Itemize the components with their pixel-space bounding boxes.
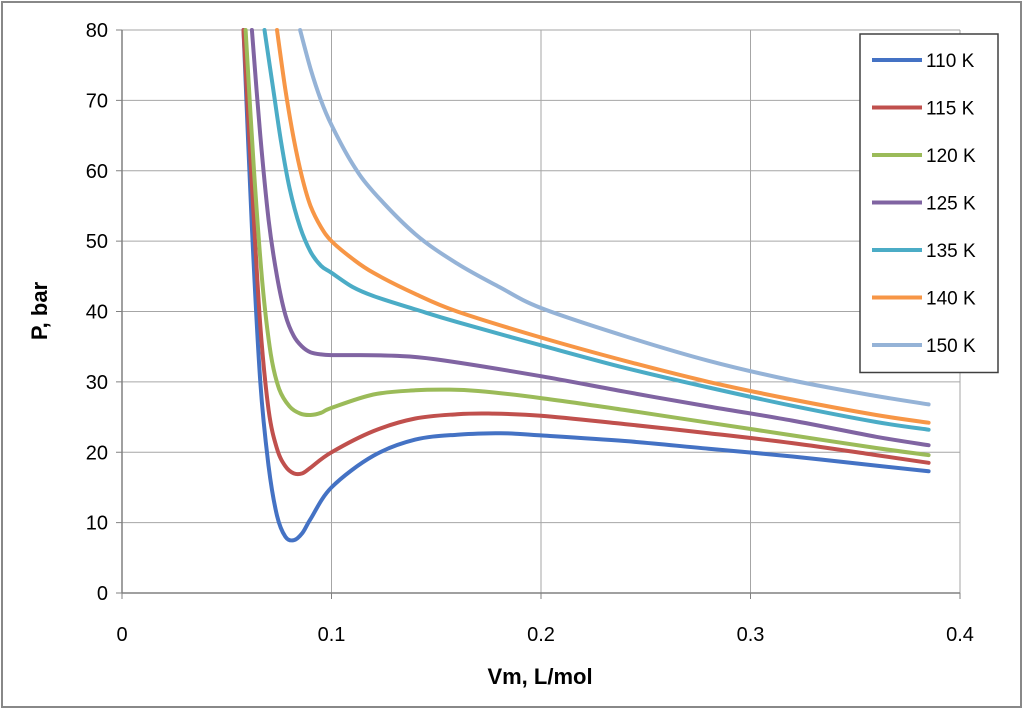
legend-label: 115 K (926, 99, 975, 120)
legend-label: 140 K (926, 289, 976, 310)
y-tick-label: 20 (86, 442, 108, 464)
series-line-4 (262, 28, 931, 432)
series-line-3 (249, 28, 931, 448)
legend-label: 135 K (926, 241, 976, 262)
y-tick-label: 50 (86, 231, 108, 253)
series-line-2 (243, 28, 931, 458)
series-line-5 (275, 28, 931, 425)
legend: 110 K 115 K 120 K 125 K 135 K 140 K 150 K (859, 33, 999, 374)
series-line-6 (298, 28, 931, 407)
x-tick-label: 0.3 (737, 624, 765, 646)
legend-label: 150 K (926, 336, 976, 357)
y-tick-label: 0 (97, 583, 108, 605)
series-line-1 (241, 28, 931, 477)
x-tick-label: 0.4 (946, 624, 974, 646)
series-group (241, 28, 931, 543)
x-tick-label: 0 (116, 624, 127, 646)
x-axis-title: Vm, L/mol (487, 664, 592, 689)
legend-label: 110 K (926, 51, 975, 72)
y-tick-label: 80 (86, 20, 108, 42)
x-tick-label: 0.2 (527, 624, 555, 646)
y-tick-label: 40 (86, 302, 108, 324)
y-tick-label: 30 (86, 372, 108, 394)
axes: 0 10 20 30 40 50 60 70 80 0 0.1 0.2 0.3 0.4 (86, 20, 974, 646)
x-tick-label: 0.1 (318, 624, 346, 646)
legend-label: 120 K (926, 146, 976, 167)
y-tick-label: 70 (86, 90, 108, 112)
y-tick-label: 60 (86, 161, 108, 183)
series-line-0 (241, 28, 931, 543)
y-axis-title: P, bar (27, 281, 52, 340)
y-tick-label: 10 (86, 513, 108, 535)
legend-label: 125 K (926, 194, 976, 215)
